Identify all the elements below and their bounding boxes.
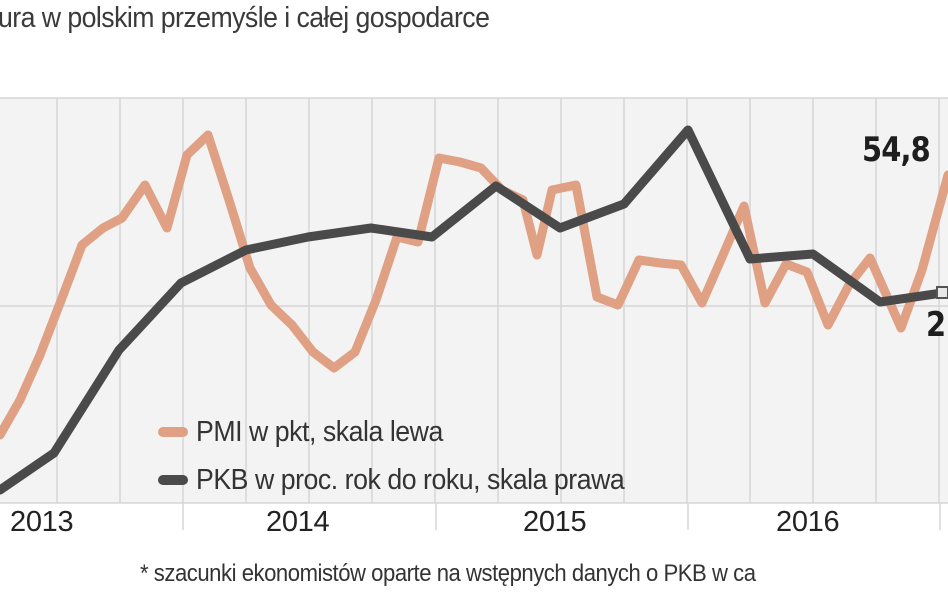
year-separator-ticks: [182, 503, 941, 530]
legend-item-pkb: PKB w proc. rok do roku, skala prawa: [158, 456, 662, 504]
pkb-series-line: [0, 125, 947, 495]
legend-label-pkb: PKB w proc. rok do roku, skala prawa: [196, 463, 625, 496]
legend-label-pmi: PMI w pkt, skala lewa: [196, 415, 443, 448]
vertical-gridlines: [56, 98, 940, 503]
pmi-series-line: [0, 130, 948, 440]
chart-title: ura w polskim przemyśle i całej gospodar…: [0, 2, 490, 34]
x-tick-2016: 2016: [776, 506, 840, 538]
footnote: * szacunki ekonomistów oparte na wstępny…: [140, 560, 756, 587]
pmi-last-value-label: 54,8: [862, 130, 931, 170]
pkb-last-value-label: 2: [926, 305, 946, 345]
pkb-swatch-icon: [158, 475, 188, 485]
pmi-swatch-icon: [158, 427, 188, 437]
legend: PMI w pkt, skala lewa PKB w proc. rok do…: [158, 408, 662, 504]
pkb-last-point-marker: [936, 286, 948, 299]
x-tick-2015: 2015: [523, 506, 587, 538]
x-tick-2014: 2014: [266, 506, 330, 538]
legend-item-pmi: PMI w pkt, skala lewa: [158, 408, 662, 456]
x-tick-2013: 2013: [10, 506, 74, 538]
